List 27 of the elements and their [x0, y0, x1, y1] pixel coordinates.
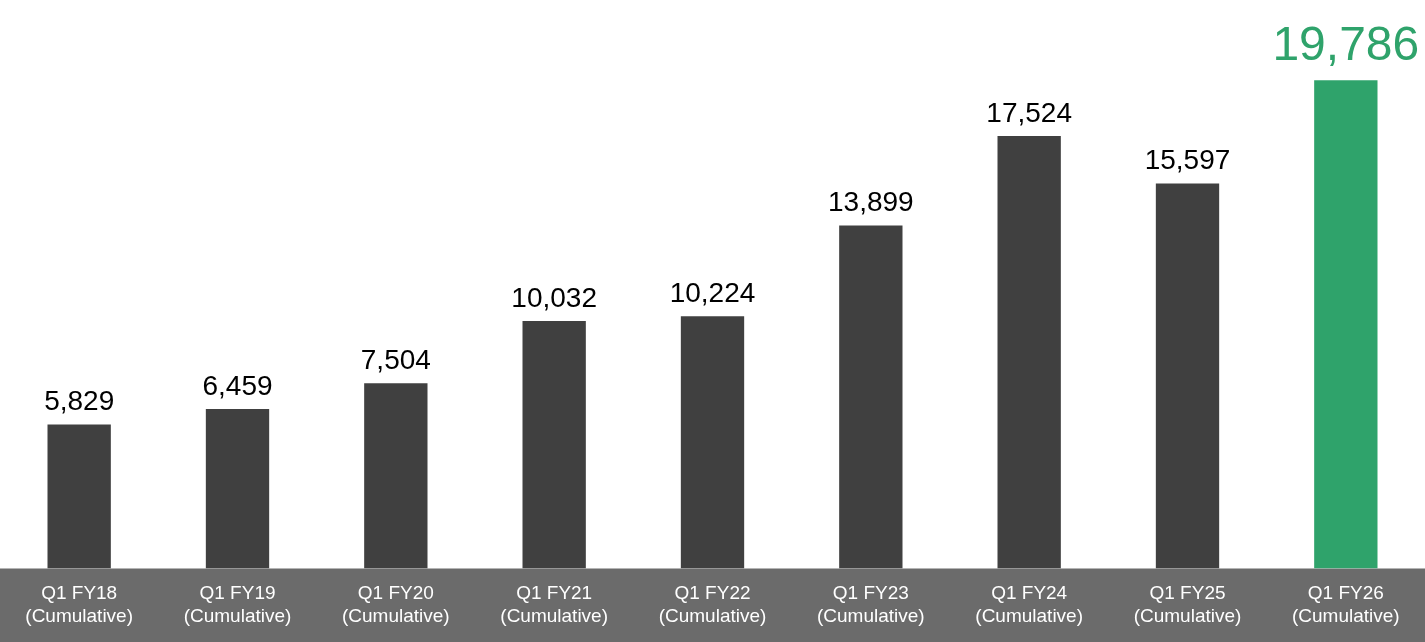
x-tick-label: Q1 FY21 (Cumulative): [500, 582, 609, 626]
bar: [1155, 183, 1220, 569]
x-tick-label: Q1 FY23 (Cumulative): [816, 582, 925, 626]
x-tick-label: Q1 FY19 (Cumulative): [183, 582, 292, 626]
data-label: 10,224: [669, 276, 756, 308]
data-label: 19,786: [1272, 16, 1420, 70]
data-label: 13,899: [828, 186, 914, 218]
bar: [205, 409, 270, 569]
bar: [839, 225, 903, 569]
x-tick-label: Q1 FY22 (Cumulative): [658, 582, 767, 626]
x-tick-label: Q1 FY18 (Cumulative): [25, 582, 134, 626]
bar: [364, 383, 428, 569]
x-tick-label: Q1 FY26 (Cumulative): [1291, 582, 1400, 626]
data-label: 5,829: [44, 385, 115, 417]
bar: [47, 424, 111, 569]
data-label: 6,459: [202, 369, 273, 401]
bar: [1314, 80, 1378, 569]
bar: [522, 320, 586, 569]
x-tick-label: Q1 FY24 (Cumulative): [975, 582, 1084, 626]
x-tick-label: Q1 FY25 (Cumulative): [1133, 582, 1242, 626]
data-label: 7,504: [360, 344, 431, 375]
data-label: 10,032: [511, 281, 597, 313]
data-label: 15,597: [1144, 144, 1231, 176]
bar: [680, 316, 745, 569]
bar: [997, 136, 1061, 569]
data-label: 17,524: [986, 96, 1072, 128]
x-tick-label: Q1 FY20 (Cumulative): [341, 582, 450, 626]
